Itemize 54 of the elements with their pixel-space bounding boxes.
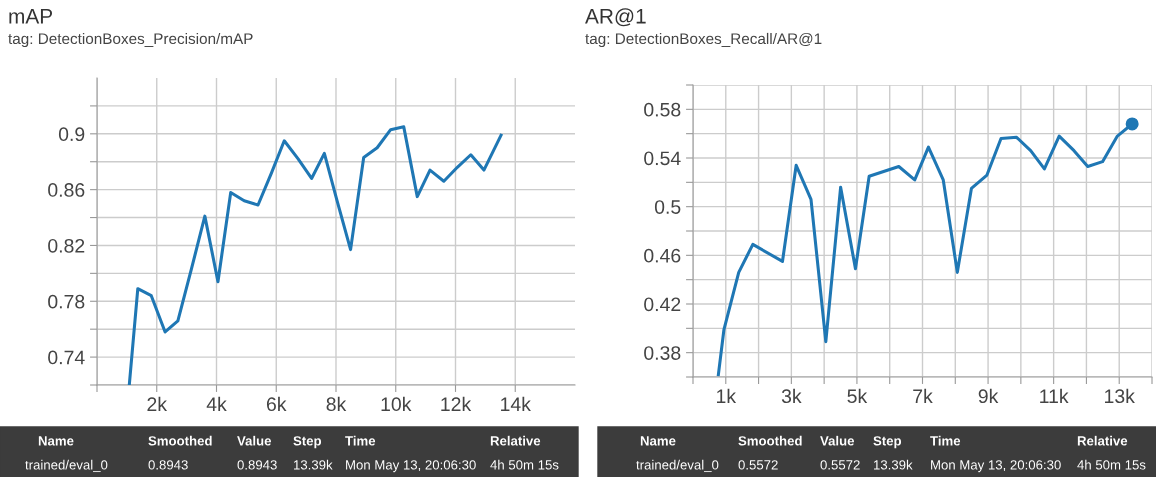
text: 0.8943 bbox=[237, 460, 277, 470]
y-tick-label: 0.58 bbox=[644, 102, 681, 117]
text: trained/eval_0 bbox=[25, 459, 108, 473]
chart-title: AR@1 bbox=[585, 8, 646, 27]
x-tick-label: 7k bbox=[913, 388, 933, 403]
y-tick-label: 0.74 bbox=[48, 350, 85, 365]
x-tick-label: 5k bbox=[847, 388, 868, 404]
text: Time bbox=[930, 435, 961, 446]
text: 4h 50m 15s bbox=[490, 459, 559, 470]
text: trained/eval_0 bbox=[636, 459, 719, 473]
text: Mon May 13, 20:06:30 bbox=[346, 460, 476, 473]
y-tick-label: 0.38 bbox=[644, 346, 681, 360]
text: 13.39k bbox=[294, 459, 333, 470]
y-tick-label: 0.78 bbox=[48, 294, 85, 309]
x-tick-label: 13k bbox=[1105, 388, 1135, 404]
text: 13.39k bbox=[874, 459, 913, 470]
x-tick-label: 6k bbox=[266, 396, 287, 412]
line-series bbox=[127, 125, 503, 385]
text: 0.5572 bbox=[820, 460, 860, 470]
x-tick-label: 1k bbox=[717, 388, 737, 403]
y-tick-label: 0.54 bbox=[644, 151, 681, 166]
text: Step bbox=[293, 436, 322, 449]
y-tick-label: 0.86 bbox=[48, 183, 85, 197]
x-tick-label: 2k bbox=[147, 396, 168, 411]
text: Time bbox=[345, 435, 376, 446]
text: Name bbox=[38, 436, 74, 446]
y-tick-label: 0.46 bbox=[644, 248, 681, 263]
x-tick-label: 10k bbox=[381, 396, 412, 412]
text: Name bbox=[640, 436, 676, 446]
text: Relative bbox=[490, 435, 541, 446]
y-tick-label: 0.9 bbox=[58, 127, 85, 142]
x-tick-label: 11k bbox=[1040, 388, 1069, 403]
x-tick-label: 4k bbox=[206, 396, 227, 411]
x-tick-label: 14k bbox=[501, 396, 531, 411]
x-tick-label: 12k bbox=[441, 396, 472, 411]
text: Smoothed bbox=[738, 435, 802, 446]
chart-subtitle: tag: DetectionBoxes_Precision/mAP bbox=[8, 32, 253, 48]
y-tick-label: 0.82 bbox=[48, 238, 85, 253]
text: 4h 50m 15s bbox=[1077, 459, 1146, 470]
text: 0.5572 bbox=[738, 460, 778, 470]
text: Value bbox=[237, 435, 272, 446]
x-tick-label: 8k bbox=[326, 396, 347, 412]
x-tick-label: 9k bbox=[978, 388, 999, 404]
chart-title: mAP bbox=[9, 9, 53, 24]
chart-subtitle: tag: DetectionBoxes_Recall/AR@1 bbox=[585, 32, 822, 48]
x-tick-label: 3k bbox=[781, 388, 802, 404]
text: Mon May 13, 20:06:30 bbox=[931, 460, 1061, 473]
y-tick-label: 0.5 bbox=[654, 200, 681, 214]
text: 0.8943 bbox=[148, 460, 188, 470]
text: Smoothed bbox=[148, 435, 212, 446]
text: Relative bbox=[1077, 435, 1128, 446]
y-tick-label: 0.42 bbox=[644, 297, 681, 312]
text: Value bbox=[820, 435, 855, 446]
text: Step bbox=[873, 436, 902, 449]
